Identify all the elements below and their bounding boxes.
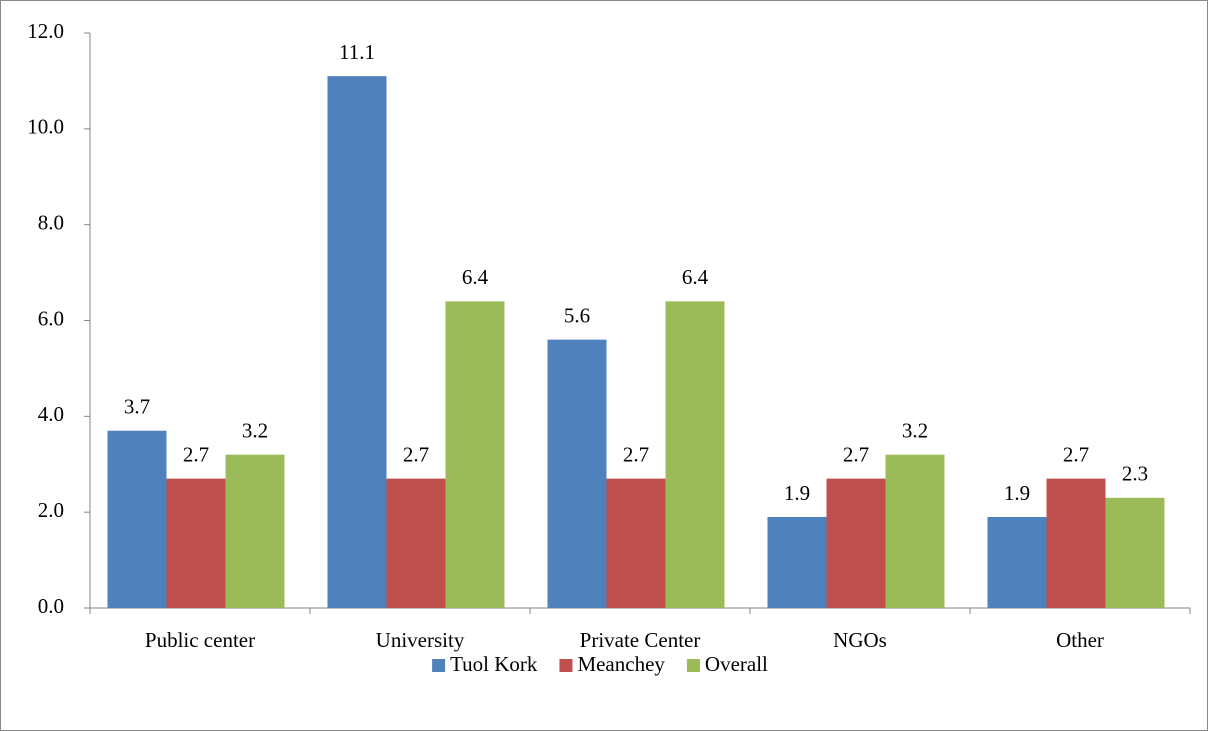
data-label: 2.7 (843, 442, 869, 466)
legend-swatch (432, 659, 446, 672)
bar (1046, 478, 1106, 608)
bar (665, 301, 725, 608)
data-label: 6.4 (462, 265, 489, 289)
data-label: 3.2 (902, 418, 928, 442)
x-tick-label: Other (1056, 628, 1104, 652)
y-tick-label: 4.0 (38, 402, 64, 426)
bar (327, 76, 387, 608)
bar (885, 454, 945, 608)
data-label: 2.7 (1063, 442, 1089, 466)
x-tick-label: University (376, 628, 465, 652)
bar (547, 339, 607, 608)
bar (445, 301, 505, 608)
bar (386, 478, 446, 608)
bar (987, 516, 1047, 608)
legend-label: Tuol Kork (450, 652, 538, 676)
data-label: 3.2 (242, 418, 268, 442)
data-label: 2.3 (1122, 462, 1148, 486)
legend-label: Meanchey (577, 652, 665, 676)
data-label: 6.4 (682, 265, 709, 289)
y-tick-label: 2.0 (38, 498, 64, 522)
y-tick-label: 10.0 (27, 115, 64, 139)
data-label: 11.1 (339, 40, 375, 64)
legend-swatch (559, 659, 573, 672)
data-label: 2.7 (403, 442, 429, 466)
bar (1105, 497, 1165, 608)
data-label: 2.7 (623, 442, 649, 466)
data-label: 1.9 (1004, 481, 1030, 505)
data-label: 1.9 (784, 481, 810, 505)
legend-swatch (686, 659, 700, 672)
legend-label: Overall (705, 652, 768, 676)
bar (826, 478, 886, 608)
y-tick-label: 8.0 (38, 210, 64, 234)
bar (606, 478, 666, 608)
data-label: 2.7 (183, 442, 209, 466)
x-tick-label: NGOs (833, 628, 887, 652)
y-tick-label: 12.0 (27, 19, 64, 43)
bar (767, 516, 827, 608)
y-tick-label: 0.0 (38, 594, 64, 618)
x-tick-label: Public center (145, 628, 255, 652)
bar (225, 454, 285, 608)
y-tick-label: 6.0 (38, 306, 64, 330)
bar (166, 478, 226, 608)
data-label: 3.7 (124, 395, 150, 419)
data-label: 5.6 (564, 303, 590, 327)
bar (107, 430, 167, 608)
x-tick-label: Private Center (580, 628, 701, 652)
